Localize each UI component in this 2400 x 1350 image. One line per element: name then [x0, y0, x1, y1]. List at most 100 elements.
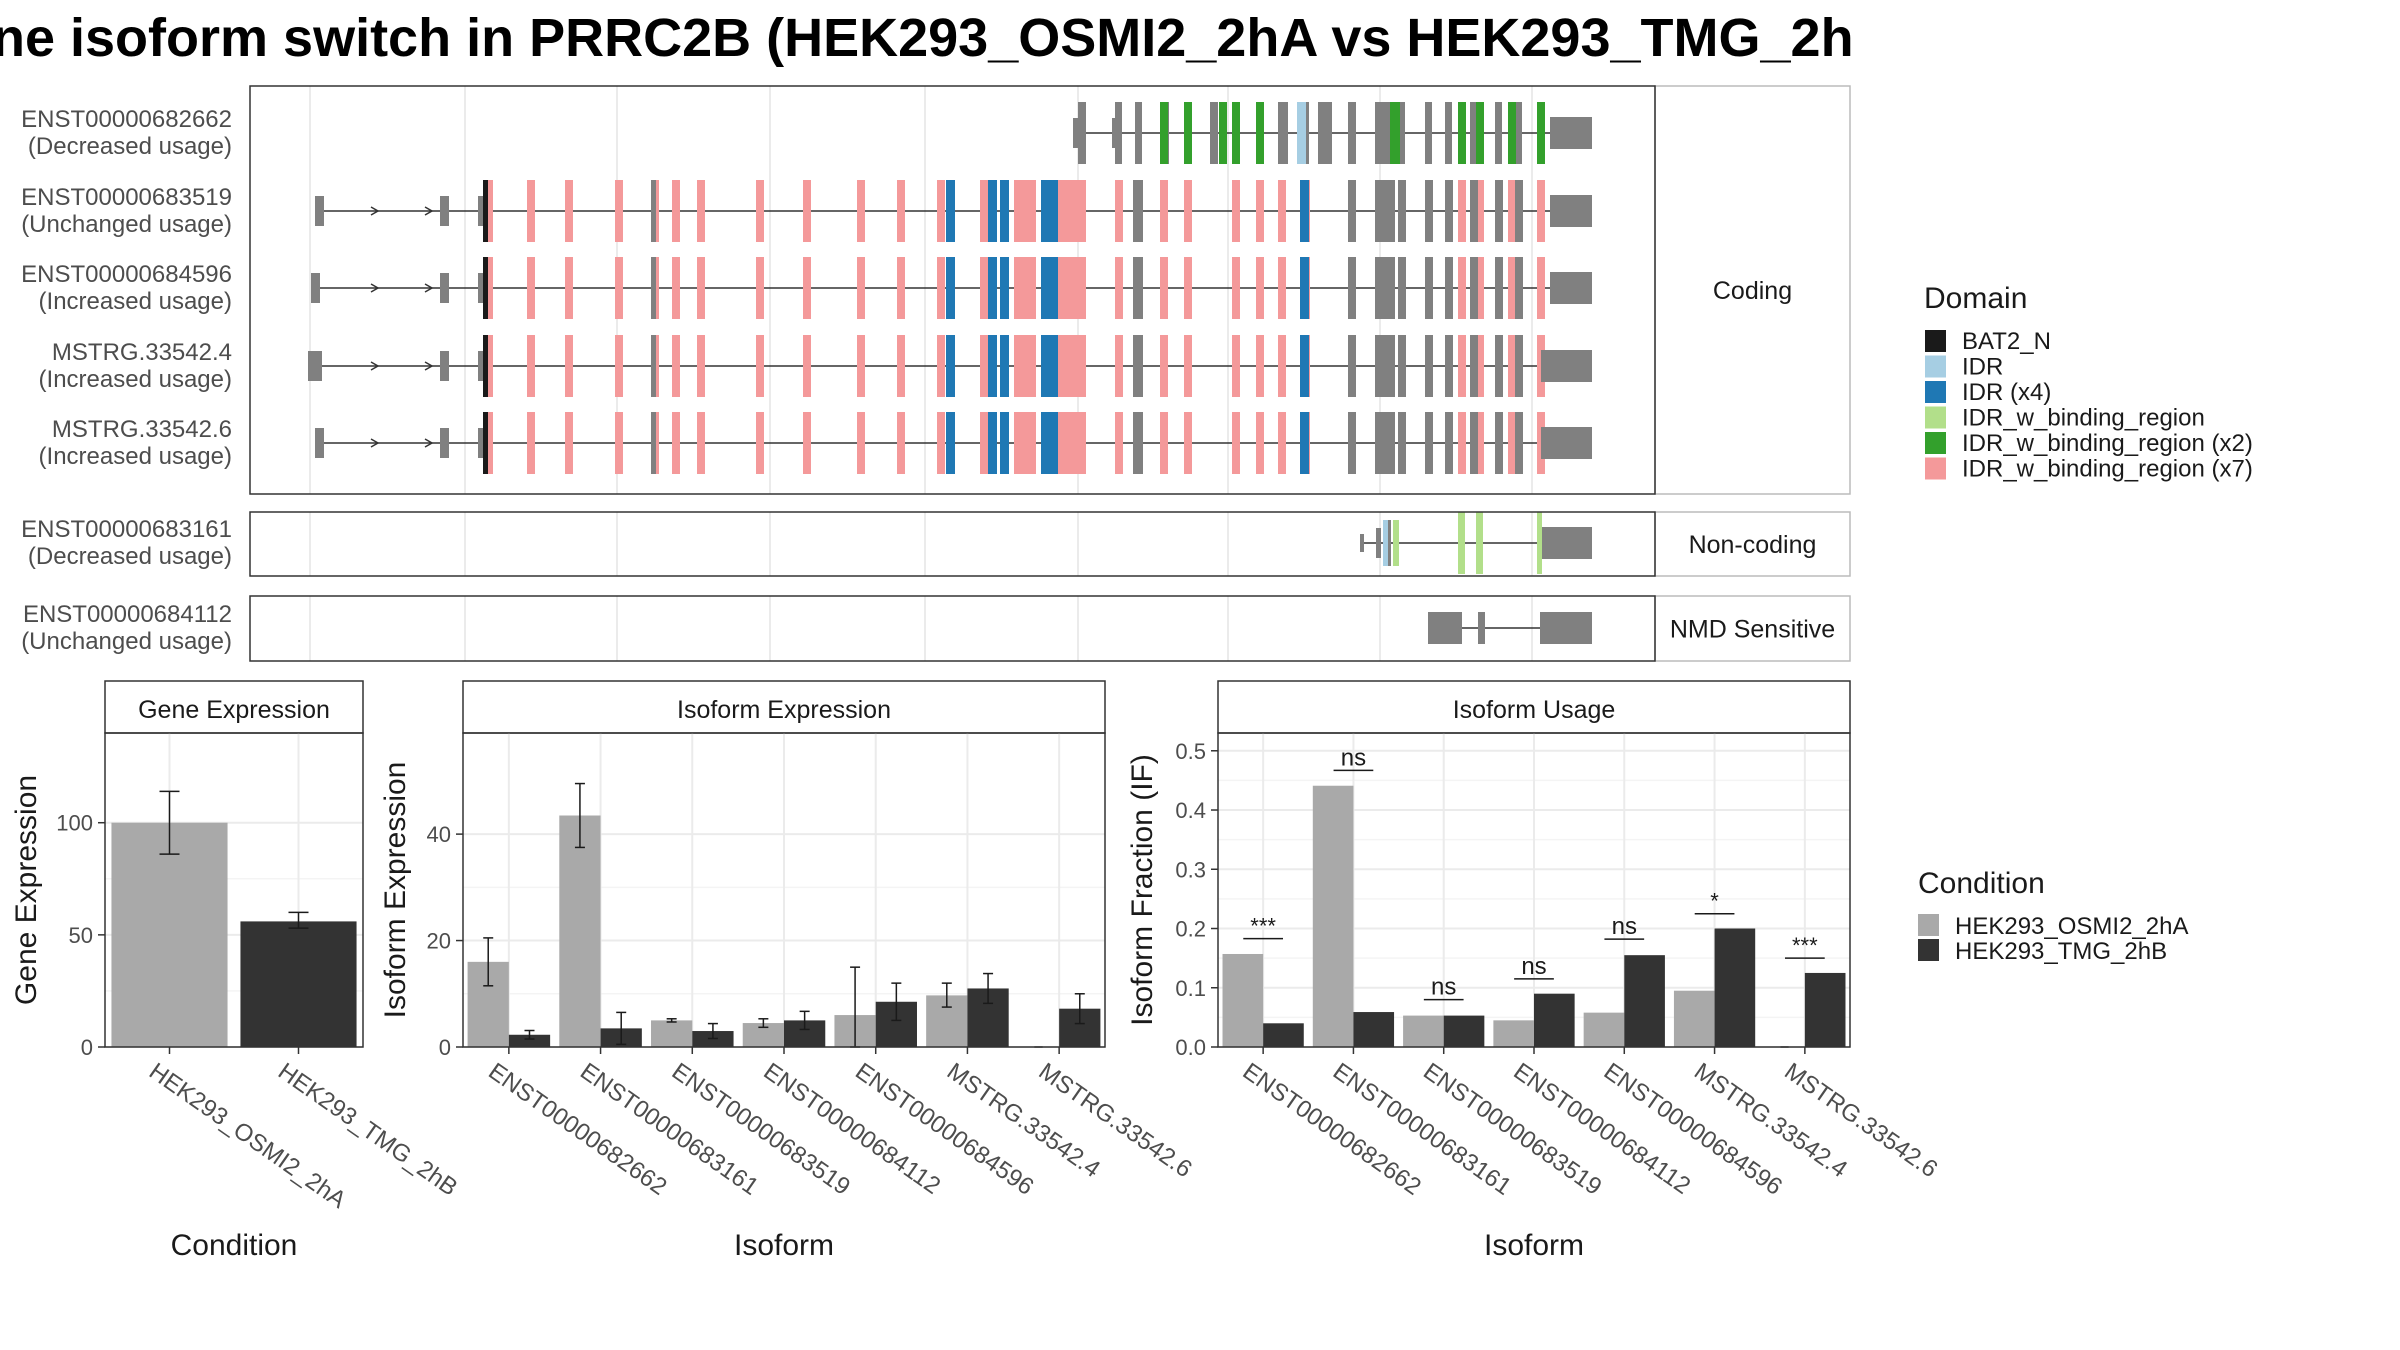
domain-idr-binding-x7	[857, 257, 865, 319]
condition-legend-swatch	[1918, 939, 1939, 961]
x-tick-label: MSTRG.33542.4	[1689, 1058, 1852, 1183]
strand-arrow	[370, 438, 380, 448]
exon-block	[1515, 257, 1523, 319]
bar-cond-b	[1624, 955, 1665, 1047]
domain-idr-binding-x7	[1014, 412, 1022, 474]
domain-idr-binding-x7	[756, 412, 764, 474]
domain-legend-label: IDR_w_binding_region	[1962, 405, 2205, 432]
exon-block	[440, 273, 449, 303]
domain-idr-x4	[1300, 180, 1309, 242]
exon-block	[1398, 412, 1406, 474]
domain-idr-binding-x7	[1256, 335, 1264, 397]
domain-idr-binding-x2	[1184, 102, 1192, 164]
isoform-structure-panel: Coding Non-coding NMD Sensitive ENST0000068…	[21, 85, 1851, 662]
domain-idr-binding-x7	[1022, 257, 1036, 319]
strand-arrow	[424, 361, 434, 371]
exon-block	[1133, 412, 1139, 474]
transcript-usage-label: (Unchanged usage)	[21, 211, 232, 238]
exon-block	[1398, 102, 1405, 164]
domain-idr-x4	[1000, 180, 1009, 242]
utr-block	[1550, 195, 1592, 227]
exon-block	[1470, 335, 1478, 397]
structure-panel-bg	[250, 596, 1655, 661]
transcript-usage-label: (Unchanged usage)	[21, 628, 232, 655]
exon-block	[1470, 102, 1477, 164]
figure-title: ne isoform switch in PRRC2B (HEK293_OSMI…	[0, 8, 1854, 68]
domain-legend-label: IDR (x4)	[1962, 379, 2051, 406]
domain-idr-x4	[1043, 335, 1055, 397]
exon-block	[1348, 335, 1356, 397]
transcript-usage-label: (Increased usage)	[39, 443, 232, 470]
exon-block	[478, 273, 485, 303]
domain-idr-binding-x7	[756, 335, 764, 397]
transcript-id-label: MSTRG.33542.6	[52, 416, 232, 443]
significance-label: *	[1710, 889, 1719, 914]
exon-block	[1495, 335, 1503, 397]
domain-idr-binding-x7	[1508, 412, 1516, 474]
domain-bat2-n	[483, 412, 488, 474]
utr-block	[1550, 117, 1592, 149]
y-tick-label: 40	[427, 822, 451, 847]
domain-idr-binding-x7	[1014, 335, 1022, 397]
domain-idr-binding-x7	[1278, 257, 1286, 319]
exon-block	[1425, 102, 1432, 164]
domain-idr-binding-x7	[672, 412, 680, 474]
exon-block	[1348, 412, 1356, 474]
domain-idr-binding-x2	[1390, 102, 1395, 164]
exon-block	[1115, 102, 1122, 164]
domain-idr-binding-x7	[1115, 257, 1123, 319]
bar-cond-a	[1222, 953, 1264, 1047]
strand-arrow	[424, 438, 434, 448]
domain-legend-swatch	[1925, 381, 1946, 403]
bar-cond-b	[1443, 1015, 1485, 1047]
domain-idr-binding-x7	[615, 257, 623, 319]
bar-cond-a	[1673, 990, 1715, 1047]
domain-idr-binding	[1458, 512, 1465, 574]
domain-idr-binding-x2	[1392, 102, 1400, 164]
domain-idr-binding-x7	[697, 335, 705, 397]
utr-block	[1550, 272, 1592, 304]
utr-block	[1540, 612, 1592, 644]
exon-block	[1375, 335, 1395, 397]
exon-block	[1360, 534, 1364, 552]
chart-title: Gene Expression	[138, 696, 330, 724]
domain-idr-binding-x2	[1537, 102, 1545, 164]
condition-legend-label: HEK293_OSMI2_2hA	[1955, 913, 2188, 940]
exon-block	[1445, 180, 1453, 242]
domain-idr-binding-x7	[803, 335, 811, 397]
exon-block	[478, 351, 485, 381]
x-tick-label: MSTRG.33542.6	[1034, 1058, 1197, 1183]
y-axis-label: Gene Expression	[10, 775, 43, 1005]
significance-label: ***	[1792, 933, 1818, 958]
domain-idr-x4	[988, 180, 997, 242]
transcript-id-label: MSTRG.33542.4	[52, 339, 232, 366]
facet-label: Coding	[1713, 277, 1792, 305]
domain-idr-binding-x7	[527, 180, 535, 242]
exon-block	[1515, 180, 1523, 242]
domain-idr-binding-x7	[672, 335, 680, 397]
domain-idr-binding-x7	[857, 335, 865, 397]
facet-label: Non-coding	[1689, 531, 1817, 559]
domain-idr-binding-x7	[1160, 335, 1168, 397]
isoform-expression-chart: Isoform Expression02040ENST00000682662EN…	[379, 680, 1197, 1262]
exon-block	[1398, 335, 1406, 397]
domain-idr-binding-x7	[1458, 257, 1466, 319]
domain-idr-binding-x7	[1256, 257, 1264, 319]
domain-idr-binding-x7	[1537, 180, 1545, 242]
bar-cond-b	[508, 1034, 551, 1047]
domain-idr-binding-x7	[672, 180, 680, 242]
structure-panel-border	[249, 85, 1656, 495]
condition-legend-swatch	[1918, 914, 1939, 936]
chart-strip	[1217, 680, 1851, 734]
structure-panel-border	[249, 595, 1656, 662]
domain-idr-binding-x7	[1458, 412, 1466, 474]
exon-block	[1133, 257, 1139, 319]
y-tick-label: 0.4	[1175, 798, 1206, 823]
bar-cond-a	[1312, 785, 1354, 1047]
domain-idr-binding-x7	[1184, 257, 1192, 319]
exon-block	[1278, 102, 1288, 164]
domain-idr-binding-x7	[897, 412, 905, 474]
exon-block	[1428, 612, 1462, 644]
domain-idr-binding-x7	[1115, 335, 1123, 397]
